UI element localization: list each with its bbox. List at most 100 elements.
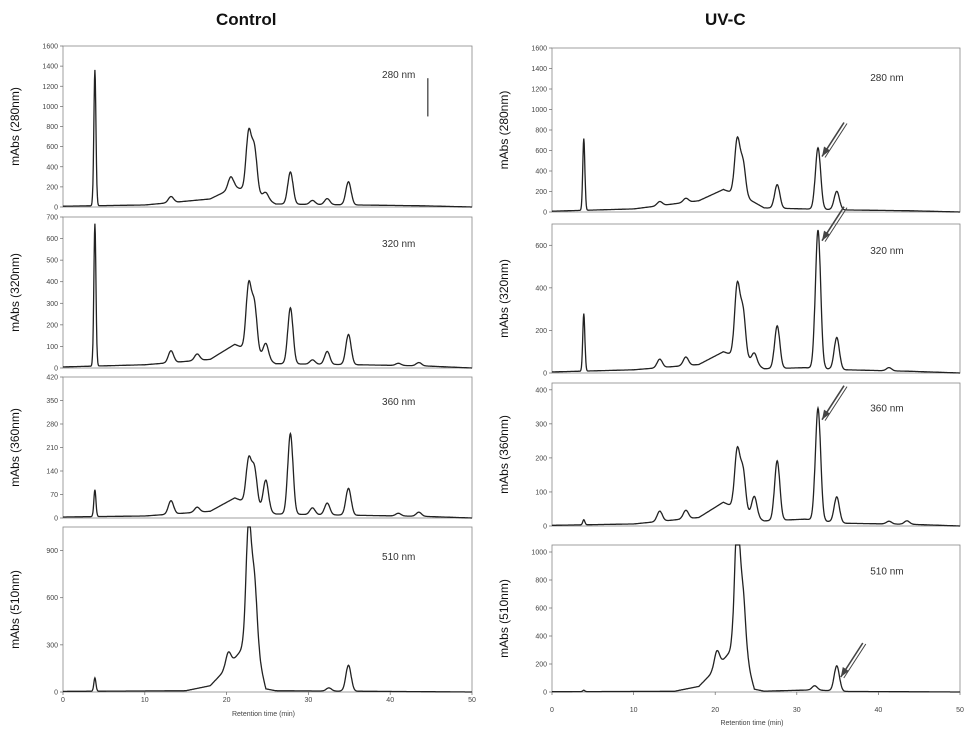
y-tick-label: 1400: [531, 66, 547, 73]
arrow-head: [822, 146, 831, 157]
y-axis-label: mAbs (360nm): [8, 408, 22, 487]
y-tick-label: 900: [46, 548, 58, 555]
y-tick-label: 700: [46, 215, 58, 222]
x-tick-label: 30: [793, 707, 801, 714]
wavelength-label: 360 nm: [382, 397, 415, 408]
x-tick-label: 20: [223, 697, 231, 704]
y-tick-label: 0: [543, 690, 547, 697]
y-tick-label: 100: [535, 489, 547, 496]
arrow-head: [840, 667, 849, 677]
x-axis-label: Retention time (min): [232, 711, 295, 718]
y-axis-label: mAbs (510nm): [8, 570, 22, 649]
y-tick-label: 400: [535, 169, 547, 176]
y-tick-label: 210: [46, 445, 58, 452]
y-axis-label: mAbs (320nm): [497, 259, 511, 338]
chromatogram-panel: 0 200 400 600 800 1000 mAbs (510nm) 510 nm: [497, 544, 961, 697]
y-tick-label: 70: [50, 492, 58, 499]
arrow-shaft-outline: [824, 386, 848, 421]
y-tick-label: 600: [46, 236, 58, 243]
y-axis-label: mAbs (360nm): [497, 415, 511, 494]
y-tick-label: 200: [535, 662, 547, 669]
y-tick-label: 100: [46, 344, 58, 351]
chromatogram-trace: [552, 405, 960, 527]
chromatogram-panel: 0 70 140 210 280 350 420 mAbs (360nm) 360 nm: [8, 375, 473, 523]
chromatogram-trace: [63, 69, 472, 208]
y-tick-label: 400: [46, 164, 58, 171]
y-tick-label: 600: [535, 243, 547, 250]
wavelength-label: 320 nm: [870, 246, 903, 257]
arrow-head: [822, 230, 831, 241]
wavelength-label: 280 nm: [870, 73, 903, 84]
y-tick-label: 0: [54, 690, 58, 697]
chromatogram-trace: [552, 135, 960, 213]
wavelength-label: 280 nm: [382, 70, 415, 81]
y-tick-label: 200: [46, 322, 58, 329]
y-tick-label: 400: [46, 279, 58, 286]
y-tick-label: 1200: [531, 87, 547, 94]
x-tick-label: 40: [875, 707, 883, 714]
wavelength-label: 510 nm: [870, 566, 903, 577]
chromatogram-trace: [552, 544, 960, 693]
y-axis-label: mAbs (320nm): [8, 253, 22, 332]
panel-frame: [551, 382, 961, 527]
chromatogram-panel: 0 200 400 600 mAbs (320nm) 320 nm: [497, 206, 961, 378]
uvc-column-title: UV-C: [705, 10, 746, 29]
y-tick-label: 300: [46, 642, 58, 649]
y-tick-label: 140: [46, 469, 58, 476]
chromatogram-trace: [63, 526, 472, 693]
y-axis-label: mAbs (280nm): [497, 91, 511, 170]
chromatogram-panel: 0 100 200 300 400 500 600 700 mAbs (320nm) 320 nm: [8, 215, 473, 373]
x-tick-label: 40: [386, 697, 394, 704]
panel-frame: [551, 544, 961, 693]
wavelength-label: 320 nm: [382, 239, 415, 250]
x-tick-label: 30: [305, 697, 313, 704]
y-tick-label: 600: [46, 595, 58, 602]
chromatogram-trace: [63, 223, 472, 369]
y-tick-label: 0: [54, 366, 58, 373]
y-axis-label: mAbs (510nm): [497, 579, 511, 658]
y-tick-label: 400: [535, 387, 547, 394]
control-column-title: Control: [216, 10, 277, 29]
arrow-shaft-outline: [824, 207, 848, 242]
x-tick-label: 10: [630, 707, 638, 714]
y-tick-label: 400: [535, 634, 547, 641]
panel-frame: [62, 216, 473, 369]
y-tick-label: 800: [535, 128, 547, 135]
y-tick-label: 800: [535, 578, 547, 585]
y-tick-label: 400: [535, 285, 547, 292]
chromatogram-panel: 0 300 600 900 mAbs (510nm) 510 nm: [8, 526, 473, 697]
y-tick-label: 0: [54, 205, 58, 212]
x-tick-label: 0: [550, 707, 554, 714]
y-tick-label: 200: [535, 189, 547, 196]
chromatogram-trace: [552, 229, 960, 374]
y-tick-label: 200: [46, 184, 58, 191]
x-axis-label: Retention time (min): [720, 720, 783, 727]
y-tick-label: 1000: [531, 107, 547, 114]
x-tick-label: 50: [956, 707, 964, 714]
y-tick-label: 0: [54, 516, 58, 523]
panel-frame: [62, 526, 473, 693]
y-tick-label: 200: [535, 328, 547, 335]
y-tick-label: 280: [46, 422, 58, 429]
panel-frame: [551, 223, 961, 374]
chromatogram-panel: 0 100 200 300 400 mAbs (360nm) 360 nm: [497, 382, 961, 531]
y-tick-label: 1600: [531, 46, 547, 53]
chromatogram-trace: [63, 431, 472, 519]
y-tick-label: 420: [46, 375, 58, 382]
y-tick-label: 350: [46, 398, 58, 405]
y-tick-label: 800: [46, 124, 58, 131]
y-tick-label: 600: [535, 148, 547, 155]
chromatogram-panel: 0 200 400 600 800 1000 1200 1400 1600 mAbs (280nm…: [497, 46, 961, 217]
arrow-head: [822, 409, 831, 420]
x-tick-label: 0: [61, 697, 65, 704]
y-tick-label: 0: [543, 371, 547, 378]
y-tick-label: 1600: [42, 44, 58, 51]
y-tick-label: 0: [543, 210, 547, 217]
y-axis-label: mAbs (280nm): [8, 87, 22, 166]
arrow-shaft-outline: [824, 123, 848, 158]
y-tick-label: 600: [535, 606, 547, 613]
x-tick-label: 20: [711, 707, 719, 714]
y-tick-label: 500: [46, 258, 58, 265]
y-tick-label: 300: [535, 421, 547, 428]
